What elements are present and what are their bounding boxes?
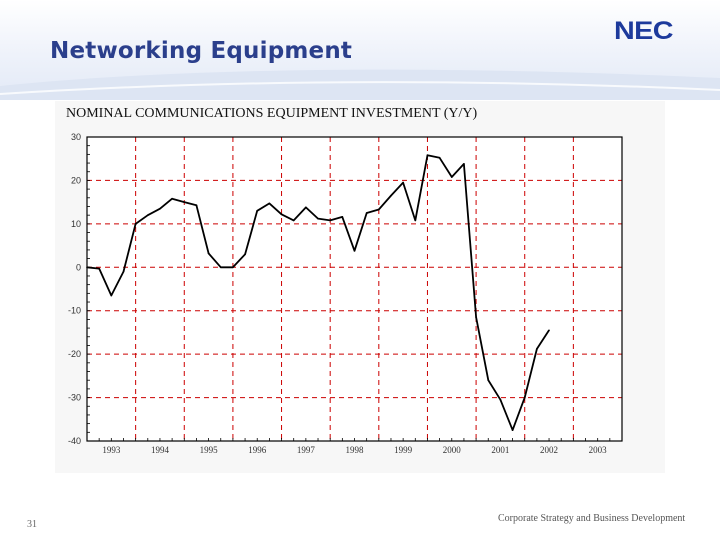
data-point [134, 223, 137, 225]
data-point [256, 210, 259, 212]
data-point [244, 253, 246, 256]
y-tick-label: 10 [71, 219, 81, 229]
plot-border [86, 136, 623, 442]
data-point [292, 219, 295, 222]
data-point [536, 348, 538, 350]
data-point [268, 202, 271, 205]
data-point [353, 249, 356, 252]
footer-text: Corporate Strategy and Business Developm… [498, 513, 686, 524]
x-tick-label: 1998 [346, 445, 365, 455]
page-number: 31 [27, 519, 37, 530]
x-tick-label: 1993 [102, 445, 121, 455]
x-tick-label: 1994 [151, 445, 170, 455]
data-point [523, 396, 526, 399]
data-point [390, 194, 392, 197]
data-point [511, 429, 514, 431]
y-tick-label: -10 [68, 306, 81, 316]
data-point [414, 219, 417, 222]
data-point [378, 208, 380, 211]
y-tick-label: -40 [68, 436, 81, 446]
x-tick-label: 1997 [297, 445, 316, 455]
data-point [207, 252, 210, 255]
slide-title: Networking Equipment [50, 38, 353, 64]
plot-area [87, 137, 622, 441]
data-point [305, 206, 307, 209]
x-tick-label: 2003 [589, 445, 608, 455]
data-point [159, 207, 161, 210]
data-point [98, 267, 100, 270]
x-tick-label: 1995 [200, 445, 219, 455]
data-point [365, 212, 368, 214]
data-point [232, 266, 234, 269]
data-point [487, 379, 490, 382]
x-tick-label: 1999 [394, 445, 413, 455]
header-swoosh [0, 69, 720, 100]
nec-logo: NEC [614, 17, 674, 45]
data-point [450, 176, 453, 178]
data-point [341, 216, 344, 218]
x-tick-label: 1996 [248, 445, 267, 455]
data-point [195, 204, 198, 206]
data-point [86, 266, 88, 269]
data-point [280, 213, 283, 216]
y-tick-label: 30 [71, 132, 81, 142]
data-point [110, 294, 113, 297]
data-point [475, 316, 477, 319]
y-tick-label: -30 [68, 393, 81, 403]
data-point [438, 157, 441, 159]
data-point [463, 163, 465, 165]
data-point [329, 219, 331, 222]
data-point [219, 266, 222, 269]
data-point [122, 270, 125, 273]
x-tick-label: 2001 [491, 445, 509, 455]
y-tick-label: 20 [71, 175, 81, 185]
y-tick-label: -20 [68, 349, 81, 359]
data-point [317, 217, 319, 220]
x-tick-label: 2002 [540, 445, 558, 455]
data-point [183, 201, 186, 203]
data-point [171, 197, 173, 200]
chart-title: NOMINAL COMMUNICATIONS EQUIPMENT INVESTM… [66, 106, 478, 121]
data-point [499, 398, 502, 401]
data-point [146, 214, 149, 216]
y-tick-label: 0 [76, 262, 81, 272]
data-point [548, 329, 550, 332]
data-point [402, 181, 404, 184]
x-tick-label: 2000 [443, 445, 462, 455]
data-point [426, 154, 429, 157]
